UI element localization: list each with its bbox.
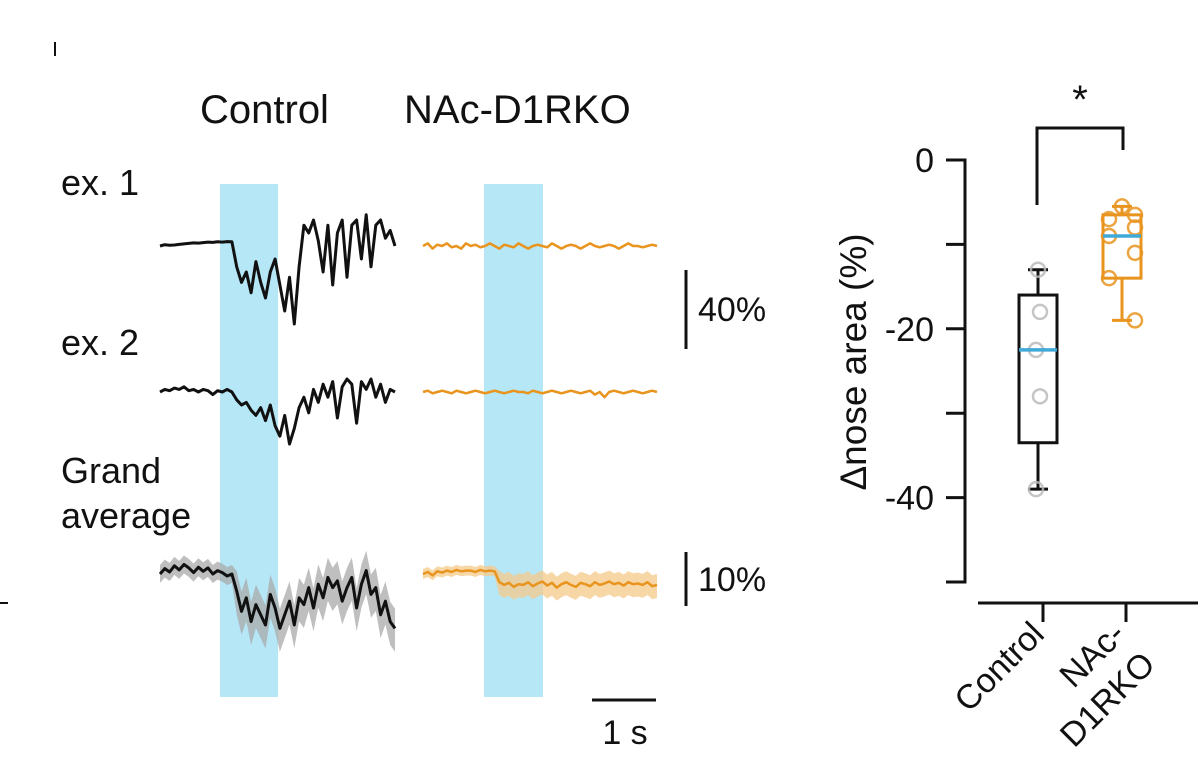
data-point-knockout xyxy=(1126,244,1144,262)
group-label-control: Control xyxy=(200,88,329,132)
data-point-control xyxy=(1031,388,1049,405)
group-label-knockout: NAc-D1RKO xyxy=(404,88,631,132)
stimulation-window-knockout xyxy=(484,184,543,697)
data-point-control xyxy=(1027,480,1045,498)
data-point-knockout xyxy=(1126,312,1144,329)
x-label-control: Control xyxy=(947,615,1051,719)
trace-control-grand-average xyxy=(158,563,397,630)
trace-knockout-ex-2 xyxy=(422,389,658,399)
y-tick-label: -40 xyxy=(885,480,934,518)
trace-control-ex-1 xyxy=(159,213,397,326)
boxes xyxy=(1017,198,1144,498)
data-point-knockout xyxy=(1113,198,1131,215)
y-axis: 0 -20 -40 xyxy=(885,142,967,584)
data-point-knockout xyxy=(1100,210,1118,228)
y-axis-label: Δnose area (%) xyxy=(833,233,874,490)
data-point-control xyxy=(1029,261,1047,278)
y-tick-label: -20 xyxy=(885,311,934,349)
row-label-example-1: ex. 1 xyxy=(61,162,139,203)
traces xyxy=(158,213,658,630)
amplitude-scale-label-bottom: 10% xyxy=(698,561,766,599)
data-point-control xyxy=(1031,303,1049,321)
amplitude-scale-label-top: 40% xyxy=(698,291,766,329)
trace-knockout-grand-average xyxy=(422,568,658,589)
significance-bracket xyxy=(1035,126,1125,205)
trace-control-ex-2 xyxy=(159,377,396,446)
row-label-grand-average: Grand average xyxy=(61,450,191,536)
box-control xyxy=(1017,293,1059,445)
sem-band-control xyxy=(160,550,395,652)
significance-marker: * xyxy=(1072,78,1088,122)
box-knockout xyxy=(1101,213,1143,280)
row-label-example-2: ex. 2 xyxy=(61,322,139,363)
box-plot: 0-20-40 Δnose area (%) Control NAc- D1RK… xyxy=(833,78,1198,754)
time-scale-label: 1 s xyxy=(602,714,647,752)
data-point-knockout xyxy=(1100,269,1118,287)
y-tick-label: 0 xyxy=(915,142,934,180)
trace-knockout-ex-1 xyxy=(422,242,658,250)
data-point-knockout xyxy=(1126,206,1144,224)
